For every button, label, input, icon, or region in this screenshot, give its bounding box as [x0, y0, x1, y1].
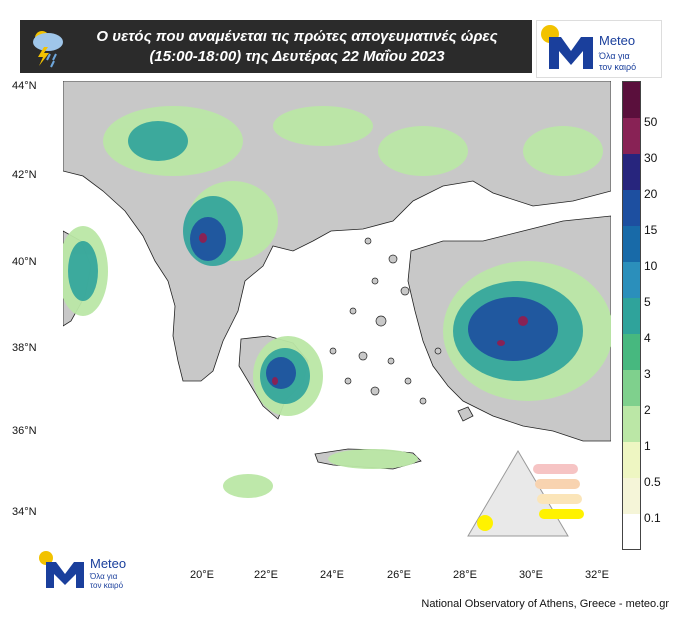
cbar-step [623, 334, 640, 370]
logo-brand-text: Meteo [599, 33, 635, 48]
precipitation-map [58, 80, 613, 550]
cbar-step [623, 154, 640, 190]
cbar-step [623, 442, 640, 478]
precip-extreme [199, 233, 528, 385]
cbar-label-2: 2 [644, 403, 651, 417]
aegean-islands [329, 237, 442, 405]
logo-tagline-line2: τον καιρό [599, 62, 636, 72]
credit-text: National Observatory of Athens, Greece -… [421, 598, 669, 610]
lat-label-38: 38°N [12, 342, 37, 354]
cbar-step [623, 118, 640, 154]
cbar-label-30: 30 [644, 151, 658, 165]
lon-label-28: 28°E [453, 569, 477, 581]
lat-label-40: 40°N [12, 256, 37, 268]
lon-label-20: 20°E [190, 569, 214, 581]
lat-label-44: 44°N [12, 80, 37, 92]
rain-cloud-lightning-icon [20, 20, 72, 73]
cbar-label-1: 1 [644, 439, 651, 453]
lon-label-32: 32°E [585, 569, 609, 581]
logo-tagline-line1: Όλα για [598, 51, 630, 61]
warning-level-graphic [463, 446, 608, 546]
meteo-logo-top: Meteo Όλα για τον καιρό [536, 20, 662, 78]
lat-label-36: 36°N [12, 425, 37, 437]
cbar-step [623, 82, 640, 118]
map-title-line2: (15:00-18:00) της Δευτέρας 22 Μαΐου 2023 [149, 47, 445, 65]
map-title-banner: Ο υετός που αναμένεται τις πρώτες απογευ… [20, 20, 532, 73]
cbar-step [623, 190, 640, 226]
logo-bottom-tagline-line2: τον καιρό [90, 581, 124, 590]
map-title: Ο υετός που αναμένεται τις πρώτες απογευ… [72, 27, 532, 67]
cbar-step [623, 406, 640, 442]
cbar-label-0-5: 0.5 [644, 475, 661, 489]
cbar-label-0-1: 0.1 [644, 511, 661, 525]
lon-label-30: 30°E [519, 569, 543, 581]
lon-label-24: 24°E [320, 569, 344, 581]
cbar-step [623, 370, 640, 406]
lat-label-42: 42°N [12, 169, 37, 181]
cbar-label-15: 15 [644, 223, 658, 237]
cbar-label-10: 10 [644, 259, 658, 273]
meteo-logo-bottom: Meteo Όλα για τον καιρό [38, 550, 158, 592]
cbar-label-20: 20 [644, 187, 658, 201]
cbar-step [623, 478, 640, 514]
lon-label-22: 22°E [254, 569, 278, 581]
cbar-step [623, 226, 640, 262]
cbar-label-50: 50 [644, 115, 658, 129]
cbar-label-5: 5 [644, 295, 651, 309]
cbar-label-3: 3 [644, 367, 651, 381]
rhodes-land [457, 406, 474, 422]
logo-bottom-brand-text: Meteo [90, 556, 126, 571]
cbar-step [623, 298, 640, 334]
cbar-label-4: 4 [644, 331, 651, 345]
logo-bottom-tagline-line1: Όλα για [89, 572, 118, 581]
cbar-step [623, 262, 640, 298]
lon-label-26: 26°E [387, 569, 411, 581]
map-title-line1: Ο υετός που αναμένεται τις πρώτες απογευ… [96, 27, 498, 45]
cbar-step [623, 514, 640, 549]
precip-colorbar [622, 81, 641, 550]
lat-label-34: 34°N [12, 506, 37, 518]
